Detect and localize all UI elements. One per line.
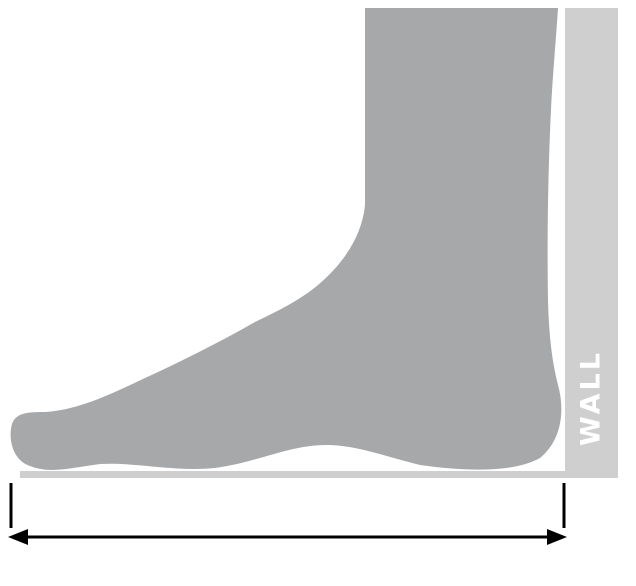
floor-line: [20, 471, 566, 478]
measure-arrow: [8, 483, 567, 545]
arrowhead-right-icon: [547, 529, 567, 545]
foot-silhouette-icon: [10, 8, 562, 470]
wall: [565, 8, 618, 478]
wall-label: WALL: [576, 350, 607, 446]
arrowhead-left-icon: [8, 529, 28, 545]
